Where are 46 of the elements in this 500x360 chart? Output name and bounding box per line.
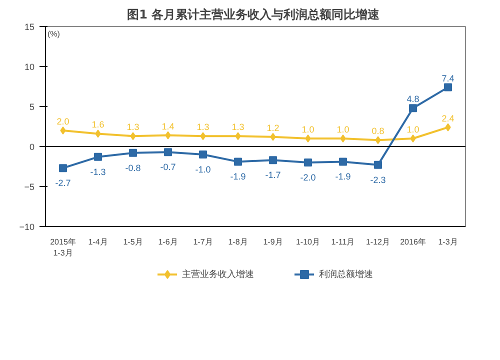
x-tick-label: 1-12月 bbox=[366, 238, 390, 246]
data-label: 1.4 bbox=[162, 121, 174, 132]
data-label: 1.0 bbox=[406, 124, 420, 134]
x-tick-label: 1-10月 bbox=[296, 238, 320, 246]
x-tick-label: 2016年 bbox=[400, 238, 426, 246]
x-tick-label: 1-7月 bbox=[193, 238, 213, 246]
x-tick-label: 2015年 1-3月 bbox=[50, 238, 76, 258]
x-tick-label: 1-4月 bbox=[88, 238, 108, 246]
data-label: -0.7 bbox=[160, 162, 176, 172]
legend-label: 利润总额增速 bbox=[319, 268, 373, 280]
data-label: 1.6 bbox=[92, 120, 104, 130]
chart-title: 图1 各月累计主营业务收入与利润总额同比增速 bbox=[127, 8, 381, 22]
data-label: -1.9 bbox=[335, 172, 351, 182]
data-label: -2.0 bbox=[300, 172, 316, 182]
x-tick-label: 1-3月 bbox=[438, 238, 458, 246]
x-tick-label: 1-8月 bbox=[228, 238, 248, 246]
y-tick-label: −10 bbox=[19, 222, 35, 232]
x-tick-label: 1-9月 bbox=[263, 238, 283, 246]
x-tick-label: 1-11月 bbox=[331, 238, 355, 246]
data-label: 0.8 bbox=[372, 126, 384, 136]
data-label: 1.2 bbox=[266, 122, 280, 133]
y-tick-label: −5 bbox=[24, 182, 35, 192]
y-axis-title: (%) bbox=[48, 30, 60, 38]
data-label: 1.3 bbox=[196, 122, 210, 132]
y-tick-label: 0 bbox=[29, 142, 35, 152]
legend-label: 主营业务收入增速 bbox=[182, 268, 254, 280]
data-label: 1.0 bbox=[336, 124, 350, 134]
data-label: 1.0 bbox=[302, 124, 314, 134]
y-tick-label: 10 bbox=[24, 62, 35, 72]
data-label: -1.9 bbox=[230, 172, 246, 182]
data-label: -1.3 bbox=[90, 166, 106, 177]
data-label: 2.0 bbox=[56, 116, 70, 126]
data-label: 1.3 bbox=[232, 122, 244, 132]
x-tick-label: 1-6月 bbox=[158, 238, 178, 246]
data-label: -0.8 bbox=[125, 162, 141, 173]
y-tick-label: 15 bbox=[24, 22, 35, 32]
data-label: -1.7 bbox=[265, 170, 281, 180]
data-label: 7.4 bbox=[442, 73, 454, 84]
data-label: -1.0 bbox=[195, 164, 211, 174]
data-label: 2.4 bbox=[442, 113, 454, 124]
x-tick-label: 1-5月 bbox=[123, 238, 143, 246]
data-label: -2.3 bbox=[370, 174, 386, 185]
y-tick-label: 5 bbox=[29, 102, 35, 112]
data-label: 4.8 bbox=[406, 94, 420, 104]
data-label: -2.7 bbox=[55, 178, 71, 188]
data-label: 1.3 bbox=[126, 122, 140, 132]
